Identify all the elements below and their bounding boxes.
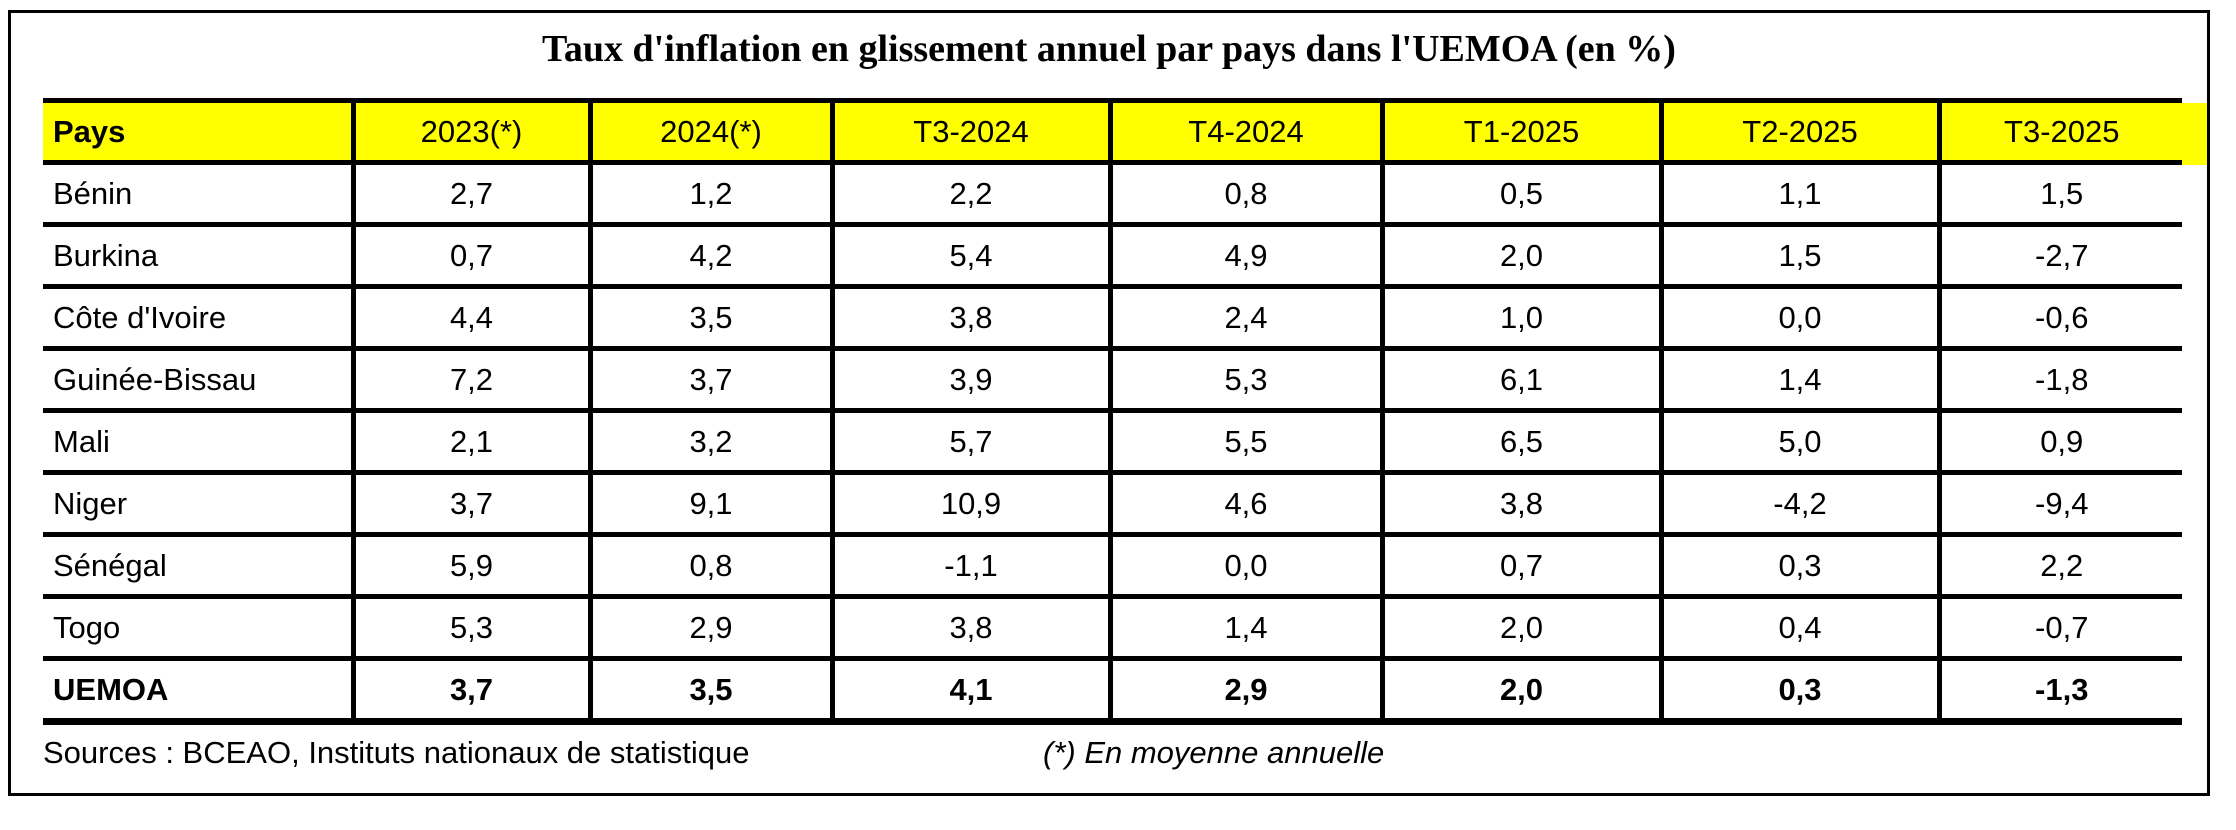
value-cell: 1,1 <box>1658 160 1942 227</box>
value-cell: 3,5 <box>587 656 835 725</box>
header-cell-t3-2025: T3-2025 <box>1936 98 2182 165</box>
header-cell-2023: 2023(*) <box>350 98 593 165</box>
header-yellow-extension <box>2182 103 2207 165</box>
value-cell: 3,5 <box>587 284 835 351</box>
footnote-text: (*) En moyenne annuelle <box>1043 735 1385 770</box>
value-cell: 0,3 <box>1658 656 1942 725</box>
value-cell: 5,3 <box>1107 346 1385 413</box>
value-cell: 3,7 <box>350 470 593 537</box>
value-cell: 4,6 <box>1107 470 1385 537</box>
table-row: Niger 3,7 9,1 10,9 4,6 3,8 -4,2 -9,4 <box>43 470 2182 537</box>
value-cell: 5,4 <box>829 222 1113 289</box>
value-cell: 5,5 <box>1107 408 1385 475</box>
inflation-table: Pays 2023(*) 2024(*) T3-2024 T4-2024 T1-… <box>43 98 2182 725</box>
value-cell: 1,4 <box>1107 594 1385 661</box>
value-cell: 2,7 <box>350 160 593 227</box>
page-title: Taux d'inflation en glissement annuel pa… <box>542 28 1676 70</box>
outer-frame: Taux d'inflation en glissement annuel pa… <box>8 10 2210 796</box>
value-cell: -1,8 <box>1936 346 2182 413</box>
value-cell: -2,7 <box>1936 222 2182 289</box>
table-row: UEMOA 3,7 3,5 4,1 2,9 2,0 0,3 -1,3 <box>43 656 2182 725</box>
value-cell: 5,9 <box>350 532 593 599</box>
header-cell-t2-2025: T2-2025 <box>1658 98 1942 165</box>
value-cell: 7,2 <box>350 346 593 413</box>
value-cell: 1,4 <box>1658 346 1942 413</box>
value-cell: 2,9 <box>1107 656 1385 725</box>
value-cell: -1,1 <box>829 532 1113 599</box>
value-cell: 9,1 <box>587 470 835 537</box>
header-cell-t1-2025: T1-2025 <box>1379 98 1664 165</box>
table-row: Burkina 0,7 4,2 5,4 4,9 2,0 1,5 -2,7 <box>43 222 2182 289</box>
header-cell-t3-2024: T3-2024 <box>829 98 1113 165</box>
value-cell: 1,5 <box>1658 222 1942 289</box>
value-cell: -0,7 <box>1936 594 2182 661</box>
value-cell: 0,3 <box>1658 532 1942 599</box>
value-cell: 4,1 <box>829 656 1113 725</box>
table-header-row: Pays 2023(*) 2024(*) T3-2024 T4-2024 T1-… <box>43 98 2182 165</box>
value-cell: -0,6 <box>1936 284 2182 351</box>
value-cell: 0,7 <box>1379 532 1664 599</box>
value-cell: 0,0 <box>1658 284 1942 351</box>
country-cell: Niger <box>43 470 356 537</box>
value-cell: 4,4 <box>350 284 593 351</box>
country-cell: Bénin <box>43 160 356 227</box>
table-row: Guinée-Bissau 7,2 3,7 3,9 5,3 6,1 1,4 -1,8 <box>43 346 2182 413</box>
value-cell: 0,8 <box>587 532 835 599</box>
value-cell: 0,4 <box>1658 594 1942 661</box>
value-cell: 1,0 <box>1379 284 1664 351</box>
value-cell: 2,0 <box>1379 594 1664 661</box>
value-cell: 3,8 <box>829 284 1113 351</box>
value-cell: -4,2 <box>1658 470 1942 537</box>
value-cell: 6,1 <box>1379 346 1664 413</box>
country-cell: Sénégal <box>43 532 356 599</box>
country-cell: Togo <box>43 594 356 661</box>
table-row: Bénin 2,7 1,2 2,2 0,8 0,5 1,1 1,5 <box>43 160 2182 227</box>
table-row: Sénégal 5,9 0,8 -1,1 0,0 0,7 0,3 2,2 <box>43 532 2182 599</box>
value-cell: -9,4 <box>1936 470 2182 537</box>
value-cell: 1,2 <box>587 160 835 227</box>
value-cell: 1,5 <box>1936 160 2182 227</box>
table-body: Bénin 2,7 1,2 2,2 0,8 0,5 1,1 1,5 Burkina 0,7 4,2 5… <box>43 160 2182 725</box>
value-cell: 10,9 <box>829 470 1113 537</box>
country-cell: Burkina <box>43 222 356 289</box>
value-cell: 0,5 <box>1379 160 1664 227</box>
value-cell: 0,7 <box>350 222 593 289</box>
value-cell: 0,8 <box>1107 160 1385 227</box>
table-row: Togo 5,3 2,9 3,8 1,4 2,0 0,4 -0,7 <box>43 594 2182 661</box>
value-cell: 3,8 <box>829 594 1113 661</box>
value-cell: 3,2 <box>587 408 835 475</box>
value-cell: 5,3 <box>350 594 593 661</box>
value-cell: 5,7 <box>829 408 1113 475</box>
header-cell-pays: Pays <box>43 98 356 165</box>
value-cell: 2,2 <box>1936 532 2182 599</box>
value-cell: 2,0 <box>1379 222 1664 289</box>
value-cell: 5,0 <box>1658 408 1942 475</box>
table-row: Côte d'Ivoire 4,4 3,5 3,8 2,4 1,0 0,0 -0,6 <box>43 284 2182 351</box>
value-cell: 2,0 <box>1379 656 1664 725</box>
header-cell-t4-2024: T4-2024 <box>1107 98 1385 165</box>
country-cell: Mali <box>43 408 356 475</box>
header-cell-2024: 2024(*) <box>587 98 835 165</box>
value-cell: 0,0 <box>1107 532 1385 599</box>
value-cell: 4,9 <box>1107 222 1385 289</box>
country-cell: UEMOA <box>43 656 356 725</box>
table-row: Mali 2,1 3,2 5,7 5,5 6,5 5,0 0,9 <box>43 408 2182 475</box>
value-cell: 2,2 <box>829 160 1113 227</box>
value-cell: -1,3 <box>1936 656 2182 725</box>
value-cell: 3,7 <box>587 346 835 413</box>
value-cell: 2,4 <box>1107 284 1385 351</box>
sources-text: Sources : BCEAO, Instituts nationaux de … <box>43 735 750 770</box>
value-cell: 3,9 <box>829 346 1113 413</box>
country-cell: Guinée-Bissau <box>43 346 356 413</box>
value-cell: 3,7 <box>350 656 593 725</box>
value-cell: 2,9 <box>587 594 835 661</box>
value-cell: 4,2 <box>587 222 835 289</box>
value-cell: 2,1 <box>350 408 593 475</box>
value-cell: 3,8 <box>1379 470 1664 537</box>
value-cell: 0,9 <box>1936 408 2182 475</box>
value-cell: 6,5 <box>1379 408 1664 475</box>
country-cell: Côte d'Ivoire <box>43 284 356 351</box>
